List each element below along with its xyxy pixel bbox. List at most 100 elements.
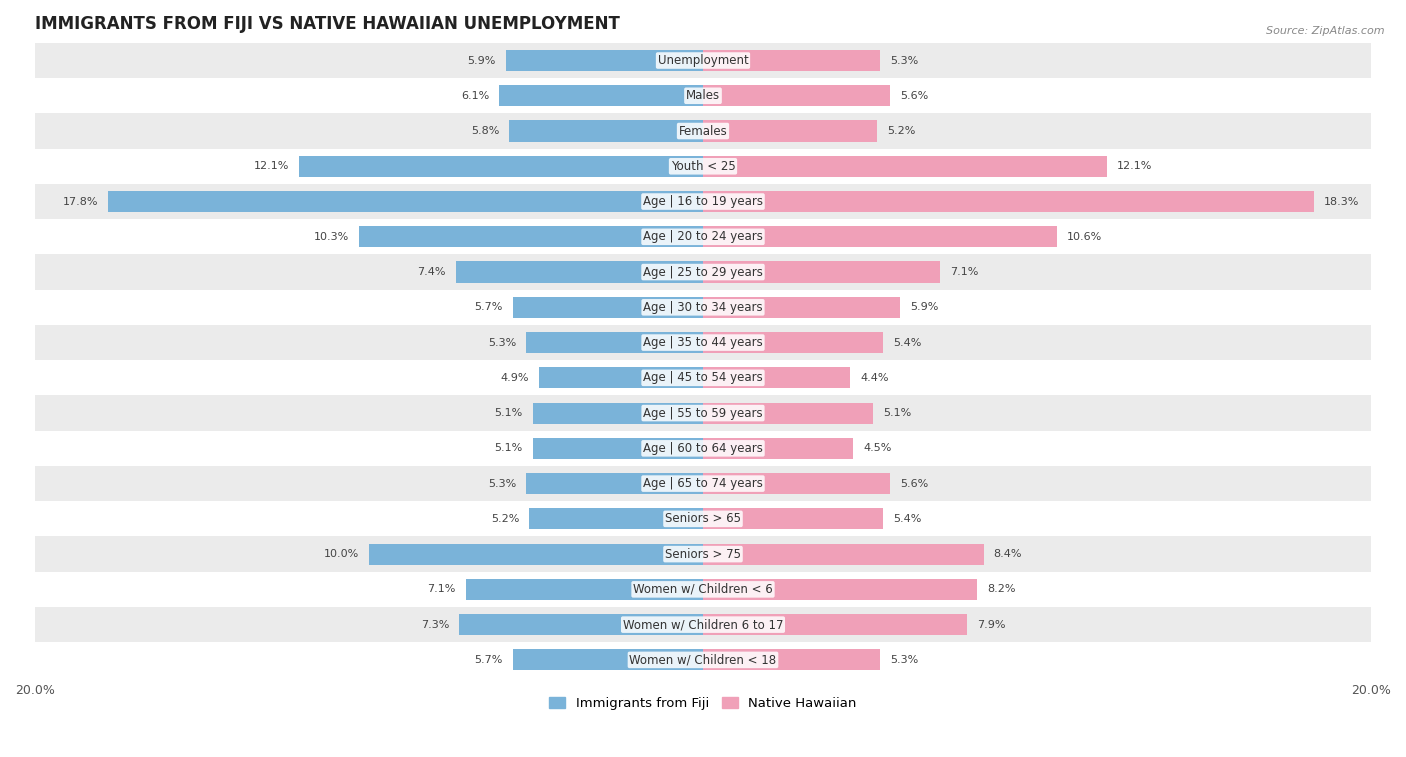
- Bar: [526, 332, 703, 354]
- Text: 5.9%: 5.9%: [468, 55, 496, 66]
- Text: 12.1%: 12.1%: [253, 161, 288, 171]
- Bar: [703, 403, 873, 424]
- Text: 5.7%: 5.7%: [474, 302, 502, 313]
- Bar: [529, 508, 703, 529]
- Bar: [506, 50, 703, 71]
- Bar: [35, 325, 1371, 360]
- Bar: [499, 86, 703, 106]
- Bar: [703, 50, 880, 71]
- Text: Youth < 25: Youth < 25: [671, 160, 735, 173]
- Bar: [35, 290, 1371, 325]
- Bar: [703, 156, 1107, 177]
- Bar: [526, 473, 703, 494]
- Text: 7.1%: 7.1%: [427, 584, 456, 594]
- Text: Seniors > 75: Seniors > 75: [665, 547, 741, 561]
- Text: Women w/ Children < 18: Women w/ Children < 18: [630, 653, 776, 666]
- Text: Women w/ Children < 6: Women w/ Children < 6: [633, 583, 773, 596]
- Legend: Immigrants from Fiji, Native Hawaiian: Immigrants from Fiji, Native Hawaiian: [544, 692, 862, 715]
- Bar: [35, 466, 1371, 501]
- Bar: [456, 261, 703, 282]
- Bar: [513, 650, 703, 671]
- Text: 8.4%: 8.4%: [994, 549, 1022, 559]
- Text: Women w/ Children 6 to 17: Women w/ Children 6 to 17: [623, 618, 783, 631]
- Bar: [703, 650, 880, 671]
- Text: 5.1%: 5.1%: [495, 444, 523, 453]
- Text: Age | 35 to 44 years: Age | 35 to 44 years: [643, 336, 763, 349]
- Text: 10.0%: 10.0%: [323, 549, 359, 559]
- Text: Seniors > 65: Seniors > 65: [665, 512, 741, 525]
- Text: Males: Males: [686, 89, 720, 102]
- Bar: [35, 537, 1371, 572]
- Text: 5.6%: 5.6%: [900, 91, 928, 101]
- Text: 5.2%: 5.2%: [491, 514, 519, 524]
- Text: 10.6%: 10.6%: [1067, 232, 1102, 241]
- Text: 7.4%: 7.4%: [418, 267, 446, 277]
- Bar: [35, 607, 1371, 642]
- Bar: [299, 156, 703, 177]
- Bar: [35, 642, 1371, 678]
- Text: Age | 16 to 19 years: Age | 16 to 19 years: [643, 195, 763, 208]
- Text: 5.9%: 5.9%: [910, 302, 938, 313]
- Bar: [703, 191, 1315, 212]
- Text: 7.1%: 7.1%: [950, 267, 979, 277]
- Bar: [35, 114, 1371, 148]
- Bar: [35, 78, 1371, 114]
- Text: 4.5%: 4.5%: [863, 444, 891, 453]
- Text: 7.3%: 7.3%: [420, 620, 449, 630]
- Bar: [35, 148, 1371, 184]
- Bar: [35, 220, 1371, 254]
- Bar: [35, 43, 1371, 78]
- Text: 5.6%: 5.6%: [900, 478, 928, 488]
- Text: 12.1%: 12.1%: [1118, 161, 1153, 171]
- Bar: [513, 297, 703, 318]
- Text: 6.1%: 6.1%: [461, 91, 489, 101]
- Text: Age | 45 to 54 years: Age | 45 to 54 years: [643, 372, 763, 385]
- Text: Source: ZipAtlas.com: Source: ZipAtlas.com: [1267, 26, 1385, 36]
- Text: Age | 20 to 24 years: Age | 20 to 24 years: [643, 230, 763, 243]
- Bar: [703, 86, 890, 106]
- Bar: [35, 254, 1371, 290]
- Text: 7.9%: 7.9%: [977, 620, 1005, 630]
- Bar: [540, 367, 703, 388]
- Bar: [703, 438, 853, 459]
- Bar: [35, 395, 1371, 431]
- Text: 17.8%: 17.8%: [63, 197, 98, 207]
- Bar: [35, 501, 1371, 537]
- Bar: [703, 332, 883, 354]
- Bar: [703, 226, 1057, 248]
- Bar: [465, 579, 703, 600]
- Bar: [703, 261, 941, 282]
- Text: Age | 25 to 29 years: Age | 25 to 29 years: [643, 266, 763, 279]
- Text: 5.4%: 5.4%: [893, 338, 922, 347]
- Bar: [359, 226, 703, 248]
- Bar: [35, 431, 1371, 466]
- Text: 8.2%: 8.2%: [987, 584, 1015, 594]
- Bar: [35, 360, 1371, 395]
- Text: Age | 65 to 74 years: Age | 65 to 74 years: [643, 477, 763, 490]
- Text: 5.3%: 5.3%: [890, 55, 918, 66]
- Text: 5.7%: 5.7%: [474, 655, 502, 665]
- Bar: [533, 403, 703, 424]
- Text: 5.3%: 5.3%: [488, 478, 516, 488]
- Text: 5.3%: 5.3%: [488, 338, 516, 347]
- Text: 5.8%: 5.8%: [471, 126, 499, 136]
- Bar: [703, 614, 967, 635]
- Text: 5.1%: 5.1%: [495, 408, 523, 418]
- Bar: [703, 544, 984, 565]
- Text: 4.4%: 4.4%: [860, 373, 889, 383]
- Text: IMMIGRANTS FROM FIJI VS NATIVE HAWAIIAN UNEMPLOYMENT: IMMIGRANTS FROM FIJI VS NATIVE HAWAIIAN …: [35, 15, 620, 33]
- Bar: [35, 184, 1371, 220]
- Text: Unemployment: Unemployment: [658, 54, 748, 67]
- Bar: [703, 297, 900, 318]
- Text: 4.9%: 4.9%: [501, 373, 529, 383]
- Bar: [460, 614, 703, 635]
- Text: 5.1%: 5.1%: [883, 408, 911, 418]
- Bar: [533, 438, 703, 459]
- Text: 10.3%: 10.3%: [314, 232, 349, 241]
- Text: Age | 30 to 34 years: Age | 30 to 34 years: [643, 301, 763, 314]
- Bar: [368, 544, 703, 565]
- Text: 5.4%: 5.4%: [893, 514, 922, 524]
- Text: Age | 55 to 59 years: Age | 55 to 59 years: [643, 407, 763, 419]
- Bar: [108, 191, 703, 212]
- Bar: [703, 473, 890, 494]
